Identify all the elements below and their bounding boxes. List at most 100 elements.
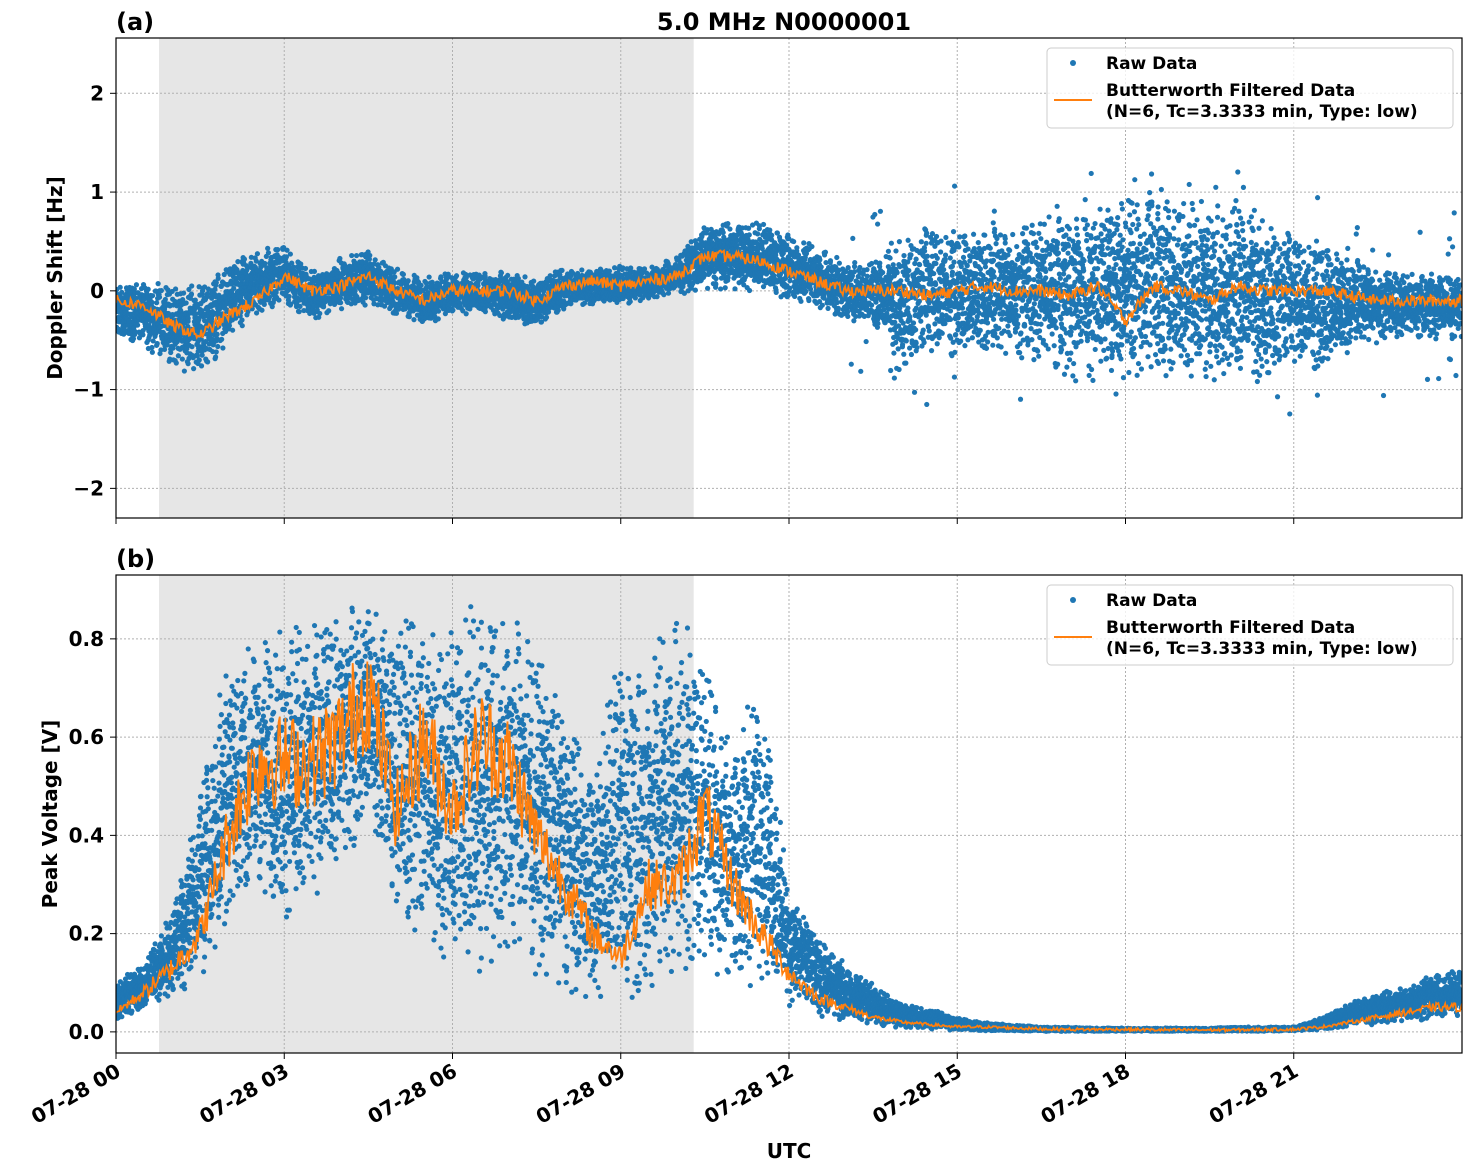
raw-data-point [296,309,302,315]
raw-data-point [791,238,797,245]
raw-data-point [188,291,195,297]
raw-data-point [179,356,185,362]
raw-data-point [183,300,189,306]
raw-data-point [453,273,460,279]
raw-data-point [349,252,355,259]
raw-data-point [172,286,179,292]
raw-data-point [794,245,800,251]
raw-data-point [128,289,134,295]
raw-data-point [406,314,412,320]
panel-b-label: (b) [116,545,155,573]
raw-data-point [337,300,344,306]
raw-data-point [219,336,225,342]
raw-data-point [704,285,711,291]
raw-data-point [130,336,137,342]
panel-a-label: (a) [116,8,154,36]
raw-data-point [396,306,402,312]
raw-data-point [405,278,411,284]
raw-data-point [205,359,211,365]
raw-data-point [302,265,309,272]
raw-data-point [362,295,369,301]
raw-data-point [362,302,368,308]
raw-data-point [156,294,163,300]
raw-data-point [798,298,804,304]
raw-data-point [213,349,219,355]
raw-data-point [727,226,733,232]
raw-data-point [337,255,343,262]
raw-data-point [117,284,123,290]
raw-data-point [725,275,731,281]
raw-data-point [215,275,221,282]
raw-data-point [559,267,565,274]
raw-data-point [746,232,752,238]
raw-data-point [275,247,281,253]
raw-data-point [140,332,146,338]
raw-data-point [767,227,773,233]
raw-data-point [185,318,191,324]
raw-data-point [722,285,728,291]
raw-data-point [418,282,424,288]
raw-data-point [680,284,686,290]
raw-data-point [254,251,261,257]
raw-data-point [144,290,150,296]
raw-data-point [180,290,187,296]
raw-data-point [450,307,456,313]
raw-data-point [226,323,233,329]
raw-data-point [198,363,205,369]
raw-data-point [713,276,719,282]
raw-data-point [276,297,282,303]
raw-data-point [186,286,192,293]
raw-data-point [661,292,667,298]
raw-data-point [392,274,398,280]
raw-data-point [353,252,360,259]
raw-data-point [185,361,191,367]
raw-data-point [769,232,775,238]
raw-data-point [338,306,345,312]
raw-data-point [654,294,660,300]
raw-data-point [725,221,731,227]
raw-data-point [145,286,151,292]
raw-data-point [220,345,226,351]
raw-data-point [141,296,147,302]
raw-data-point [317,310,323,317]
raw-data-point [132,328,138,334]
raw-data-point [713,281,719,287]
raw-data-point [426,274,432,280]
raw-data-point [175,353,181,359]
raw-data-point [394,266,401,272]
raw-data-point [806,297,812,304]
x-axis-label: UTC [767,1139,812,1163]
raw-data-point [134,322,141,328]
raw-data-point [214,331,220,337]
raw-data-point [746,287,753,294]
raw-data-point [692,287,698,293]
raw-data-point [627,298,633,305]
raw-data-point [803,288,809,294]
raw-data-point [155,281,161,287]
raw-data-point [326,308,332,314]
raw-data-point [808,286,814,292]
raw-data-point [241,256,248,262]
raw-data-point [482,271,488,277]
raw-data-point [119,289,125,295]
raw-data-point [235,259,241,265]
raw-data-point [149,349,155,355]
raw-data-point [568,301,574,307]
raw-data-point [185,323,191,330]
raw-data-point [196,357,202,363]
raw-data-point [161,346,168,353]
raw-data-point [287,251,293,257]
raw-data-point [579,267,585,273]
raw-data-point [286,293,292,300]
raw-data-point [773,289,779,295]
raw-data-point [297,303,303,309]
raw-data-point [259,307,265,313]
raw-data-point [755,231,761,237]
y-axis-label-b: Peak Voltage [V] [38,720,62,909]
raw-data-point [809,243,815,250]
raw-data-point [505,272,511,279]
raw-data-point [463,311,469,317]
raw-data-point [435,316,441,322]
raw-data-point [732,286,738,292]
raw-data-point [133,282,140,288]
